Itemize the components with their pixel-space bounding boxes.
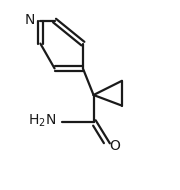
Text: N: N (25, 13, 35, 27)
Text: O: O (109, 139, 120, 153)
Text: H$_2$N: H$_2$N (28, 112, 56, 129)
